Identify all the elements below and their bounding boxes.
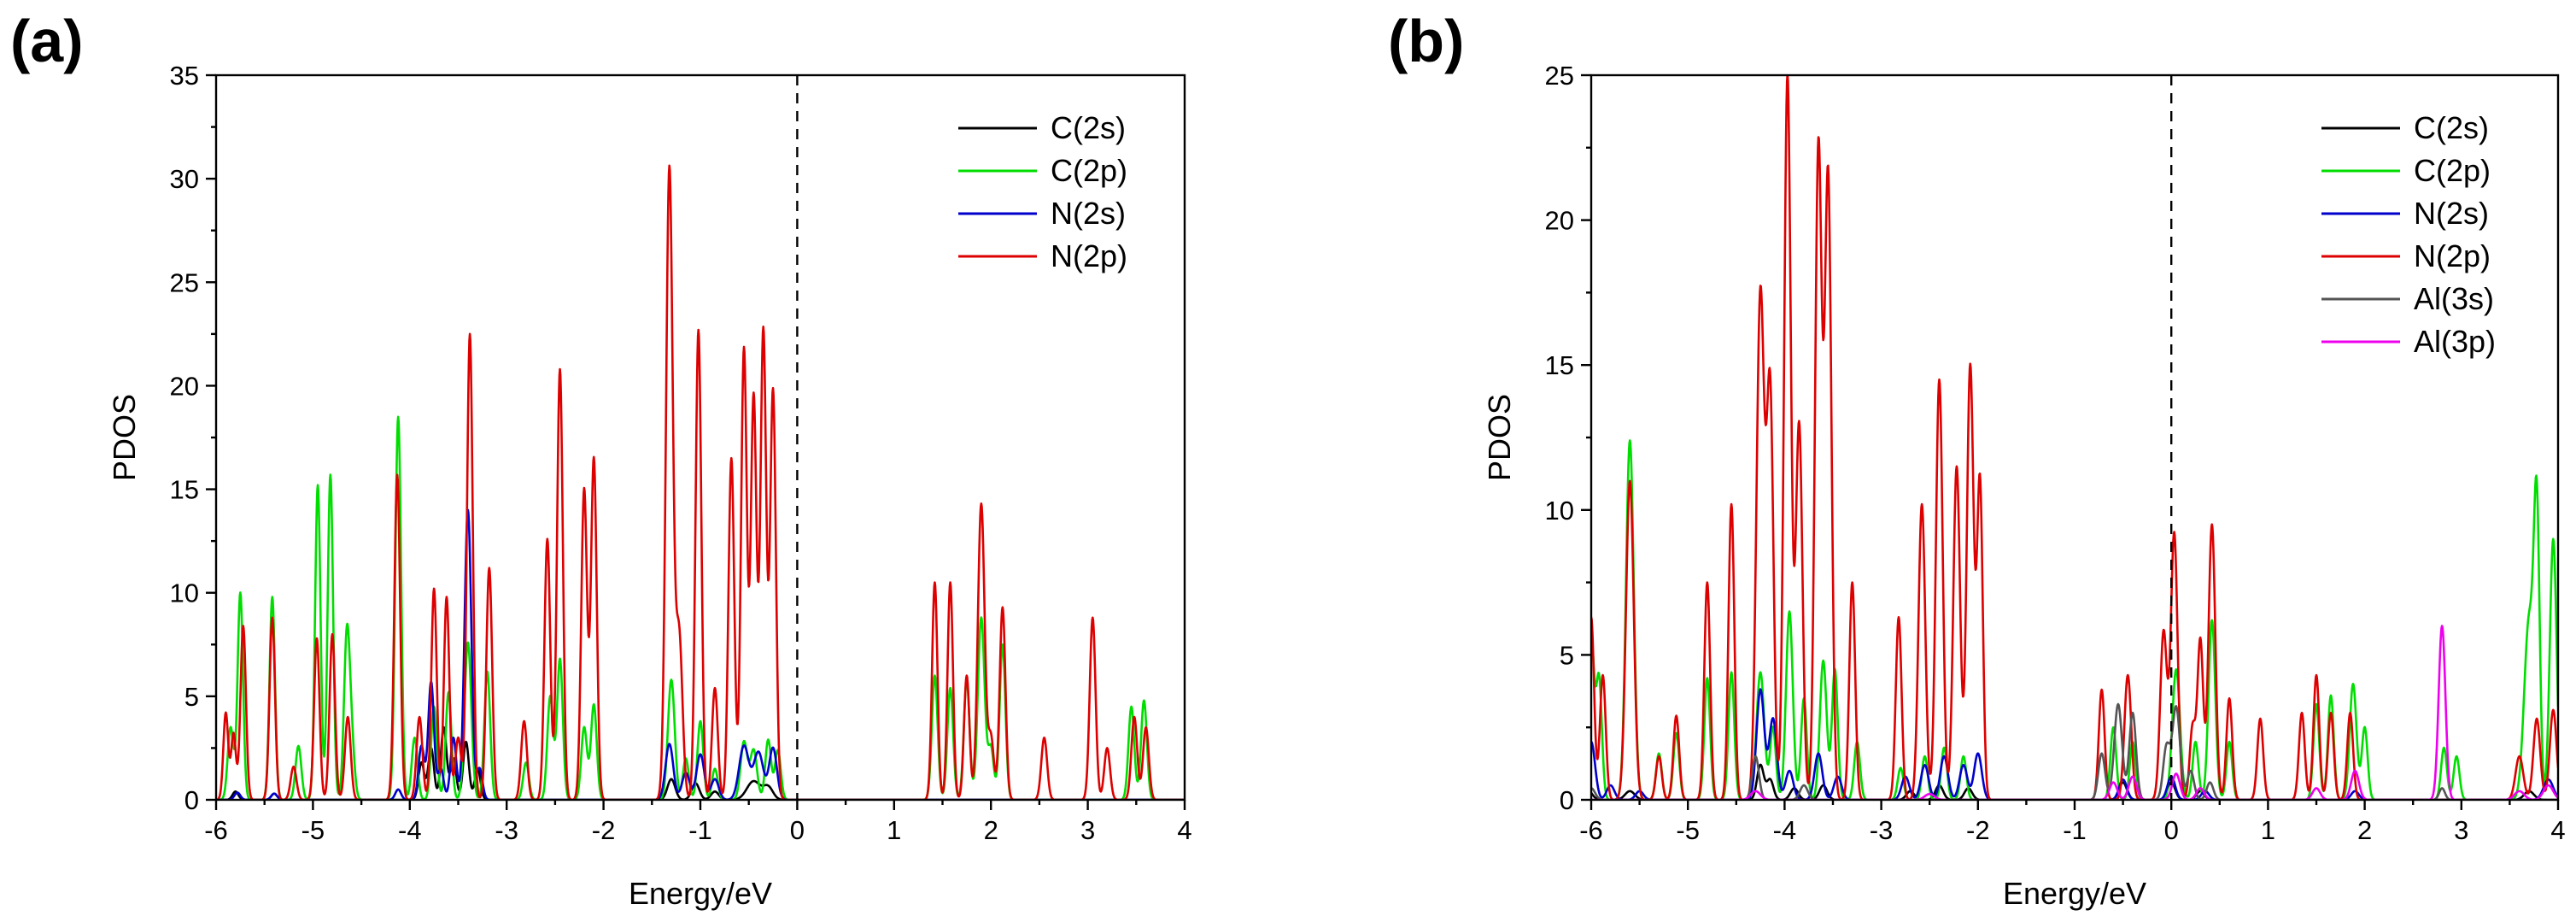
series-curves — [1591, 75, 2558, 800]
legend-label: C(2s) — [1051, 110, 1126, 145]
x-tick-label: -2 — [1966, 815, 1990, 845]
x-tick-label: 3 — [2454, 815, 2468, 845]
series-line-c-2p — [216, 415, 1185, 800]
x-tick-label: -5 — [302, 815, 325, 845]
x-tick-label: -2 — [592, 815, 616, 845]
x-tick-label: 4 — [2550, 815, 2565, 845]
series-line-al-3p — [1591, 625, 2558, 800]
x-tick-label: -5 — [1676, 815, 1700, 845]
x-tick-label: -4 — [1773, 815, 1797, 845]
legend-label: Al(3s) — [2414, 281, 2494, 316]
series-line-n-2p — [1591, 75, 2558, 800]
x-tick-label: -3 — [495, 815, 518, 845]
x-tick-label: -6 — [1579, 815, 1603, 845]
legend-label: C(2s) — [2414, 110, 2489, 145]
y-tick-label: 10 — [1545, 496, 1574, 526]
y-tick-label: 0 — [184, 785, 199, 815]
y-axis-title: PDOS — [107, 394, 142, 481]
legend-label: N(2p) — [1051, 238, 1127, 273]
series-line-n-2p — [216, 164, 1185, 800]
series-curves — [216, 164, 1185, 800]
x-tick-label: 2 — [984, 815, 998, 845]
x-tick-label: -1 — [2063, 815, 2087, 845]
x-tick-label: 1 — [887, 815, 901, 845]
x-tick-label: 0 — [2164, 815, 2179, 845]
x-tick-label: 4 — [1177, 815, 1191, 845]
x-axis-title: Energy/eV — [2003, 876, 2146, 911]
series-line-al-3s — [1591, 702, 2558, 800]
y-tick-label: 10 — [170, 578, 199, 608]
panel-label: (b) — [1388, 8, 1464, 74]
y-tick-label: 25 — [1545, 61, 1574, 91]
y-tick-label: 5 — [1560, 640, 1574, 670]
y-tick-label: 5 — [184, 682, 199, 712]
x-tick-label: -4 — [398, 815, 422, 845]
legend-label: Al(3p) — [2414, 324, 2496, 359]
y-tick-label: 20 — [1545, 206, 1574, 236]
x-tick-label: 0 — [790, 815, 805, 845]
legend-label: N(2s) — [1051, 196, 1126, 231]
legend: C(2s) C(2p) N(2s) N(2p) Al(3s) Al(3p) — [2321, 110, 2496, 359]
y-axis-title: PDOS — [1482, 394, 1517, 481]
x-tick-label: -6 — [204, 815, 228, 845]
x-axis-title: Energy/eV — [629, 876, 772, 911]
y-tick-label: 0 — [1560, 785, 1574, 815]
y-tick-label: 30 — [170, 164, 199, 194]
y-tick-label: 15 — [170, 475, 199, 505]
x-tick-label: -3 — [1870, 815, 1894, 845]
x-tick-label: 3 — [1080, 815, 1095, 845]
y-tick-label: 35 — [170, 61, 199, 91]
x-tick-label: 1 — [2261, 815, 2275, 845]
y-tick-label: 15 — [1545, 350, 1574, 380]
series-line-c-2s — [1591, 763, 2558, 800]
panel-b: (b) -6 -5 -4 -3 -2 -1 0 1 2 3 4 0 5 10 15 20 25 Energy/eV P… — [1388, 8, 2566, 911]
legend: C(2s) C(2p) N(2s) N(2p) — [958, 110, 1127, 273]
y-tick-label: 20 — [170, 371, 199, 401]
x-tick-label: 2 — [2357, 815, 2372, 845]
y-tick-label: 25 — [170, 267, 199, 297]
series-line-n-2s — [216, 508, 1185, 800]
legend-label: N(2s) — [2414, 196, 2489, 231]
series-line-c-2s — [216, 725, 1185, 800]
panel-label: (a) — [10, 8, 84, 74]
x-tick-label: -1 — [688, 815, 712, 845]
legend-label: N(2p) — [2414, 238, 2491, 273]
series-line-n-2s — [1591, 688, 2558, 800]
panel-a: (a) -6 -5 -4 -3 -2 -1 0 1 2 3 4 0 5 10 15 20 25 30 35 Energy… — [10, 8, 1192, 911]
legend-label: C(2p) — [1051, 153, 1127, 188]
legend-label: C(2p) — [2414, 153, 2491, 188]
